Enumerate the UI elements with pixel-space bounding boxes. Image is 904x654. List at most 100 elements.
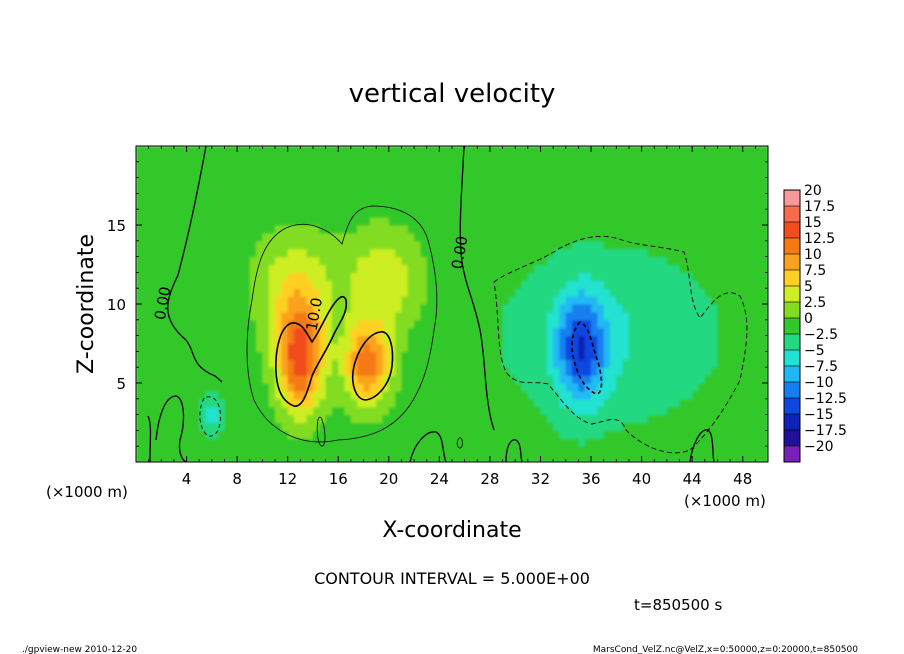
heatmap-cell	[312, 414, 320, 424]
heatmap-cell	[749, 422, 756, 431]
heatmap-cell	[546, 359, 554, 368]
heatmap-cell	[325, 335, 333, 345]
heatmap-cell	[312, 367, 320, 376]
heatmap-cell	[306, 304, 314, 313]
heatmap-cell	[546, 177, 554, 187]
heatmap-cell	[698, 343, 706, 352]
heatmap-cell	[262, 446, 270, 455]
colorbar-swatch	[784, 270, 800, 287]
heatmap-cell	[192, 280, 200, 289]
heatmap-cell	[376, 296, 384, 305]
heatmap-cell	[622, 367, 630, 376]
heatmap-cell	[237, 367, 245, 376]
heatmap-cell	[483, 438, 491, 447]
heatmap-cell	[407, 359, 415, 368]
heatmap-cell	[287, 343, 295, 352]
heatmap-cell	[350, 185, 358, 194]
heatmap-cell	[218, 225, 226, 234]
heatmap-cell	[136, 367, 143, 376]
heatmap-cell	[742, 161, 750, 171]
heatmap-cell	[192, 367, 200, 376]
heatmap-cell	[142, 296, 150, 305]
heatmap-cell	[723, 375, 731, 384]
heatmap-cell	[344, 161, 352, 171]
heatmap-cell	[761, 146, 768, 155]
heatmap-cell	[527, 185, 535, 194]
heatmap-cell	[167, 383, 175, 392]
heatmap-cell	[300, 272, 308, 281]
heatmap-cell	[167, 327, 175, 337]
heatmap-cell	[350, 201, 358, 210]
heatmap-cell	[180, 232, 188, 242]
heatmap-cell	[622, 225, 630, 234]
heatmap-cell	[553, 304, 561, 313]
heatmap-cell	[704, 335, 712, 345]
heatmap-cell	[565, 146, 573, 155]
heatmap-cell	[319, 438, 327, 447]
heatmap-cell	[692, 185, 700, 194]
heatmap-cell	[243, 390, 251, 400]
heatmap-cell	[723, 248, 731, 258]
heatmap-cell	[407, 217, 415, 226]
heatmap-cell	[578, 232, 586, 242]
heatmap-cell	[692, 398, 700, 408]
heatmap-cell	[148, 209, 156, 218]
heatmap-cell	[565, 335, 573, 345]
heatmap-cell	[489, 153, 497, 163]
heatmap-cell	[186, 209, 194, 218]
heatmap-cell	[546, 422, 554, 431]
heatmap-cell	[616, 217, 624, 226]
heatmap-cell	[502, 217, 510, 226]
heatmap-cell	[205, 398, 213, 408]
heatmap-cell	[319, 288, 327, 297]
heatmap-cell	[167, 146, 175, 155]
heatmap-cell	[616, 153, 624, 163]
heatmap-cell	[161, 304, 169, 313]
heatmap-cell	[243, 296, 251, 305]
heatmap-cell	[281, 359, 289, 368]
heatmap-cell	[477, 280, 485, 289]
heatmap-cell	[527, 438, 535, 447]
heatmap-cell	[622, 264, 630, 273]
heatmap-cell	[470, 146, 478, 155]
heatmap-cell	[376, 454, 384, 462]
heatmap-cell	[641, 414, 649, 424]
heatmap-cell	[142, 359, 150, 368]
heatmap-cell	[477, 351, 485, 360]
heatmap-cell	[205, 217, 213, 226]
heatmap-cell	[262, 390, 270, 400]
heatmap-cell	[325, 438, 333, 447]
heatmap-cell	[692, 454, 700, 462]
heatmap-cell	[224, 430, 232, 439]
heatmap-cell	[154, 217, 162, 226]
heatmap-cell	[508, 201, 516, 210]
heatmap-cell	[199, 335, 207, 345]
heatmap-cell	[344, 327, 352, 337]
heatmap-cell	[268, 319, 276, 329]
heatmap-cell	[622, 454, 630, 462]
heatmap-cell	[673, 446, 681, 455]
heatmap-cell	[711, 454, 719, 462]
heatmap-cell	[275, 146, 282, 155]
heatmap-cell	[357, 327, 365, 337]
heatmap-cell	[294, 177, 301, 187]
heatmap-cell	[723, 438, 731, 447]
heatmap-cell	[426, 438, 434, 447]
heatmap-cell	[230, 169, 238, 179]
heatmap-cell	[192, 272, 200, 281]
heatmap-cell	[395, 280, 403, 289]
heatmap-cell	[616, 304, 624, 313]
heatmap-cell	[704, 280, 712, 289]
heatmap-cell	[344, 383, 352, 392]
heatmap-cell	[534, 311, 542, 321]
heatmap-cell	[224, 414, 232, 424]
heatmap-cell	[477, 288, 485, 297]
heatmap-cell	[597, 351, 605, 360]
heatmap-cell	[591, 398, 598, 408]
heatmap-cell	[470, 232, 478, 242]
heatmap-cell	[180, 240, 188, 250]
heatmap-cell	[546, 209, 554, 218]
heatmap-cell	[584, 248, 592, 258]
heatmap-cell	[742, 304, 750, 313]
heatmap-cell	[534, 367, 542, 376]
